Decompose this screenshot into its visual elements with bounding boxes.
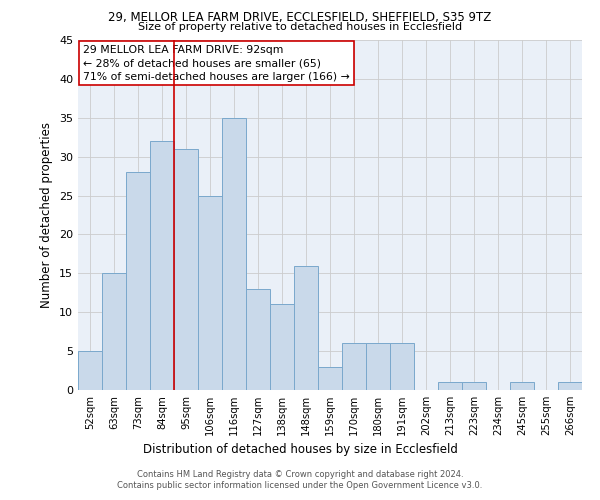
Bar [318, 366, 342, 390]
Text: Size of property relative to detached houses in Ecclesfield: Size of property relative to detached ho… [138, 22, 462, 32]
Bar [510, 382, 534, 390]
Text: Contains HM Land Registry data © Crown copyright and database right 2024.: Contains HM Land Registry data © Crown c… [137, 470, 463, 479]
Text: Distribution of detached houses by size in Ecclesfield: Distribution of detached houses by size … [143, 442, 457, 456]
Bar [222, 118, 246, 390]
Bar [246, 289, 270, 390]
Text: Contains public sector information licensed under the Open Government Licence v3: Contains public sector information licen… [118, 481, 482, 490]
Bar [438, 382, 462, 390]
Bar [462, 382, 486, 390]
Y-axis label: Number of detached properties: Number of detached properties [40, 122, 53, 308]
Text: 29 MELLOR LEA FARM DRIVE: 92sqm
← 28% of detached houses are smaller (65)
71% of: 29 MELLOR LEA FARM DRIVE: 92sqm ← 28% of… [83, 46, 350, 82]
Bar [558, 382, 582, 390]
Bar [390, 344, 414, 390]
Bar [342, 344, 366, 390]
Bar [270, 304, 294, 390]
Bar [198, 196, 222, 390]
Text: 29, MELLOR LEA FARM DRIVE, ECCLESFIELD, SHEFFIELD, S35 9TZ: 29, MELLOR LEA FARM DRIVE, ECCLESFIELD, … [109, 11, 491, 24]
Bar [126, 172, 150, 390]
Bar [78, 351, 102, 390]
Bar [150, 141, 174, 390]
Bar [102, 274, 126, 390]
Bar [174, 149, 198, 390]
Bar [294, 266, 318, 390]
Bar [366, 344, 390, 390]
